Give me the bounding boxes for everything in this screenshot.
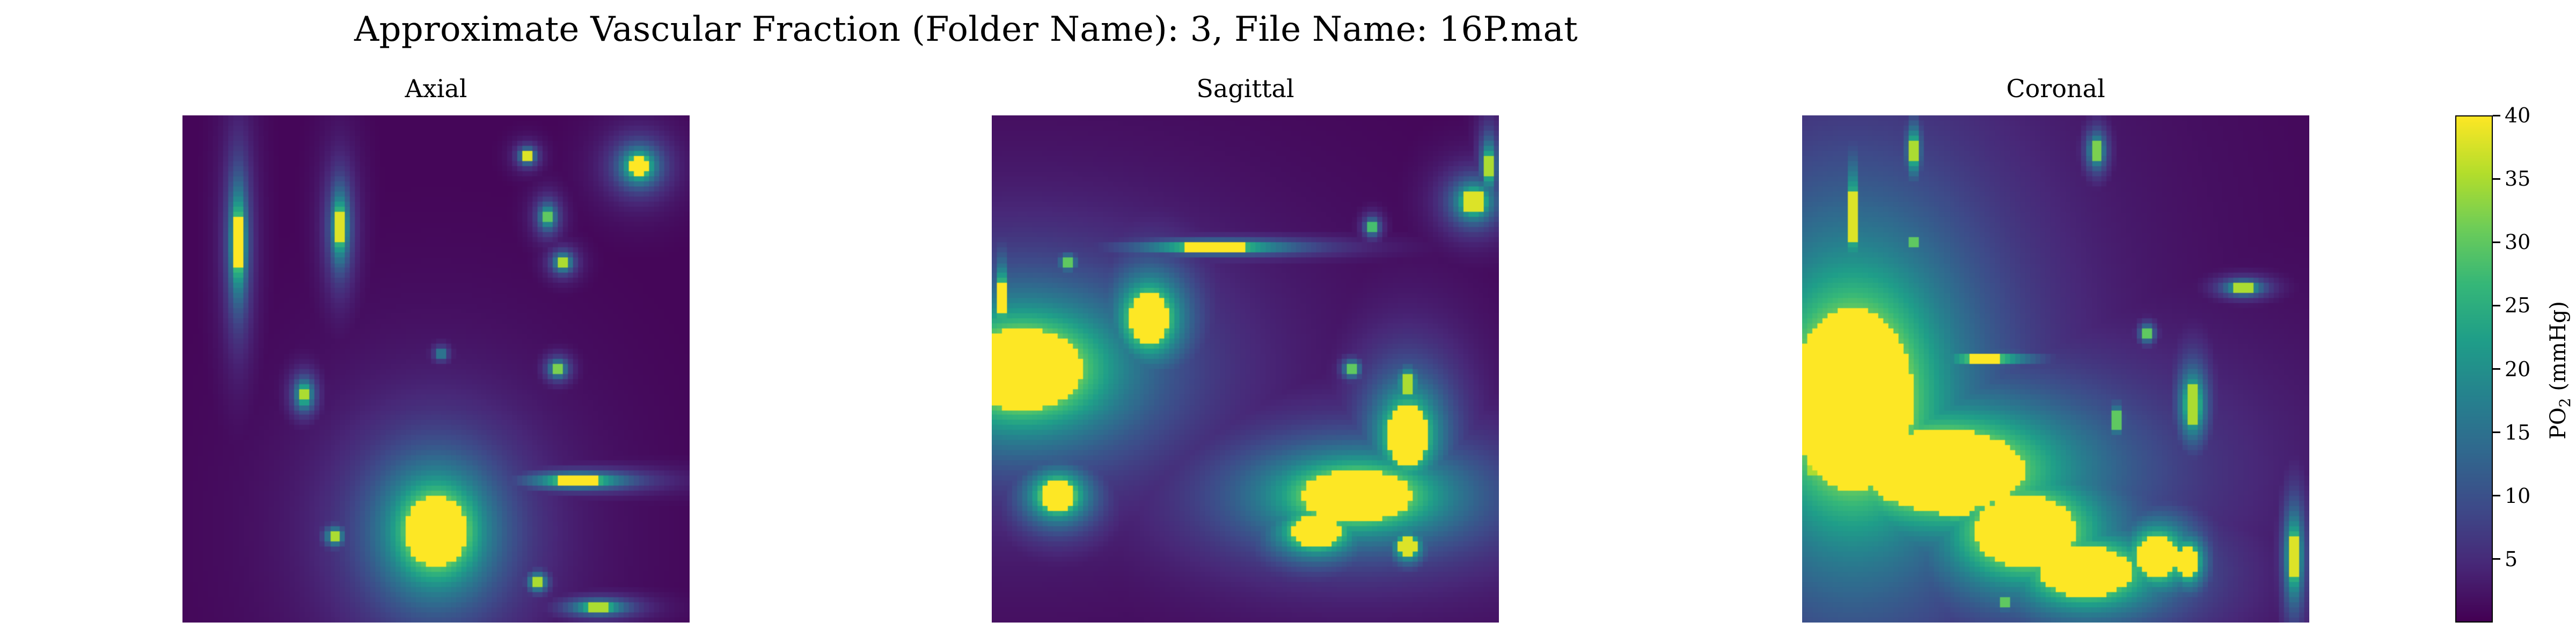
colorbar-tick-mark (2493, 114, 2500, 116)
panel-sagittal: Sagittal (992, 74, 1499, 623)
heatmap-coronal (1802, 115, 2309, 623)
colorbar-label-units: (mmHg) (2546, 301, 2571, 398)
colorbar-label-main: PO (2546, 407, 2571, 440)
panel-title-axial: Axial (405, 74, 467, 103)
colorbar-tick-label: 40 (2505, 104, 2531, 127)
colorbar-tick-label: 20 (2505, 357, 2531, 381)
colorbar-label-sub: 2 (2556, 398, 2574, 408)
panel-title-sagittal: Sagittal (1196, 74, 1294, 103)
colorbar-tick-mark (2493, 495, 2500, 497)
colorbar-tick-mark (2493, 558, 2500, 560)
colorbar-tick-label: 10 (2505, 484, 2531, 508)
colorbar-tick-label: 35 (2505, 167, 2531, 191)
colorbar (2455, 115, 2493, 623)
colorbar-tick-mark (2493, 368, 2500, 370)
colorbar-gradient (2456, 116, 2492, 621)
colorbar-tick-label: 5 (2505, 547, 2518, 571)
figure-title: Approximate Vascular Fraction (Folder Na… (354, 10, 1578, 49)
panel-axial: Axial (182, 74, 690, 623)
colorbar-tick-mark (2493, 431, 2500, 434)
panel-coronal: Coronal (1802, 74, 2309, 623)
colorbar-tick-mark (2493, 304, 2500, 306)
colorbar-tick-label: 15 (2505, 420, 2531, 444)
colorbar-tick-label: 30 (2505, 230, 2531, 254)
colorbar-label: PO2 (mmHg) (2546, 301, 2574, 440)
panel-title-coronal: Coronal (2006, 74, 2105, 103)
heatmap-axial (182, 115, 690, 623)
colorbar-tick-label: 25 (2505, 294, 2531, 318)
heatmap-sagittal (992, 115, 1499, 623)
colorbar-tick-mark (2493, 241, 2500, 243)
colorbar-tick-mark (2493, 178, 2500, 180)
